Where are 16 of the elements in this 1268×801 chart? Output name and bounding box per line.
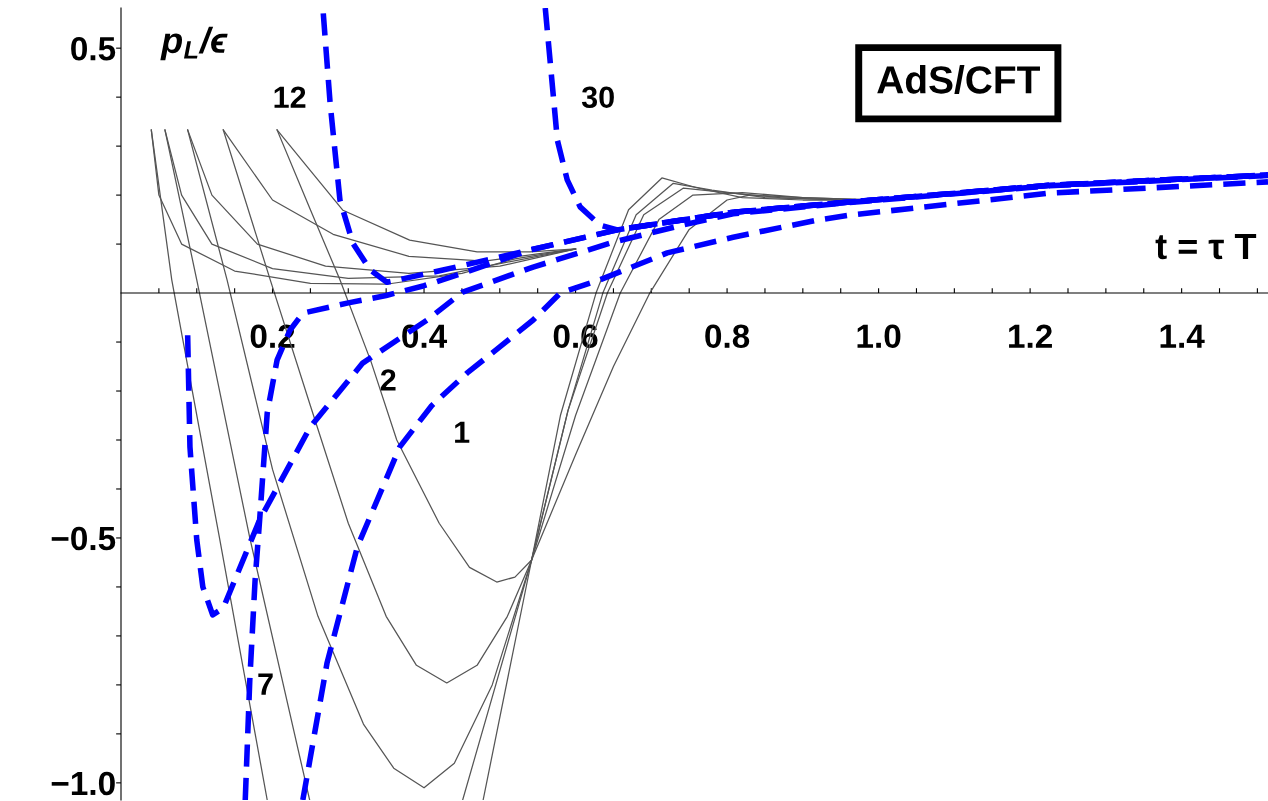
x-tick-label: 0.4	[402, 324, 448, 349]
annotation: 1	[455, 421, 470, 443]
x-tick-label: 1.2	[1009, 324, 1052, 348]
y-tick-label: −0.5	[51, 526, 116, 551]
x-axis-title: t = τ T	[1155, 234, 1257, 260]
annotation: AdS/CFT	[877, 65, 1040, 95]
x-tick-label: 0.8	[705, 324, 750, 349]
y-tick-label: 0.5	[71, 36, 116, 61]
annotation: 12	[274, 86, 306, 108]
y-axis-title: p$_{L}$/ϵ	[160, 26, 228, 61]
annotation: 7	[258, 673, 273, 695]
x-tick-label: 1.4	[1160, 324, 1205, 348]
annotation: 30	[581, 86, 614, 109]
x-tick-label: 1.0	[857, 324, 901, 349]
y-tick-label: −1.0	[51, 771, 115, 796]
annotation: 2	[380, 369, 396, 391]
